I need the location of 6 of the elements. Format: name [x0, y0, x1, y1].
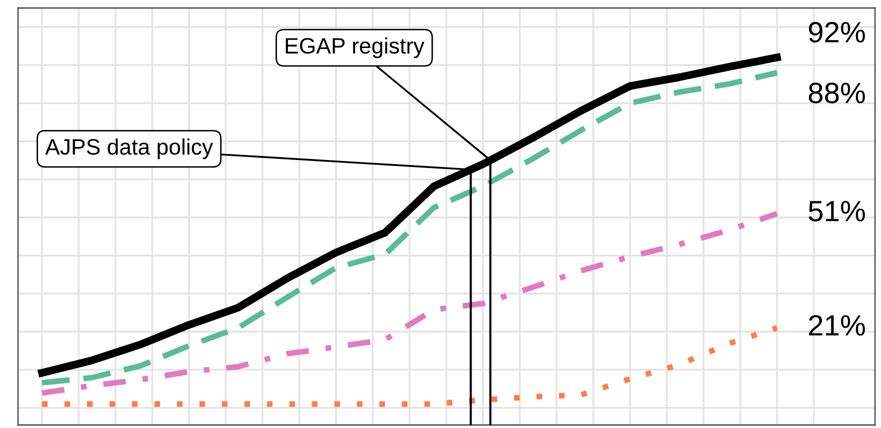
- data-label: 88%: [808, 82, 865, 104]
- data-label: 21%: [809, 315, 865, 336]
- annotation: EGAP registry: [286, 37, 424, 58]
- data-label: 51%: [808, 200, 865, 222]
- data-label: 92%: [808, 22, 865, 43]
- annotation: AJPS data policy: [45, 138, 214, 160]
